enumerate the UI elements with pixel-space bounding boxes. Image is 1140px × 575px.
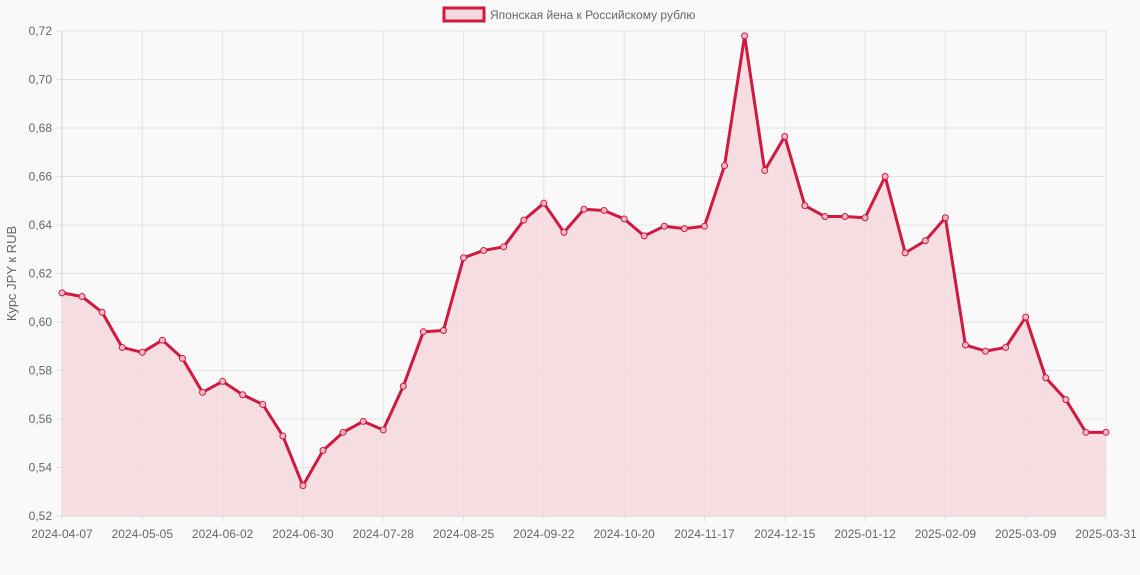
x-tick-label: 2025-01-12 bbox=[834, 527, 896, 541]
data-point[interactable] bbox=[680, 225, 688, 233]
data-point[interactable] bbox=[861, 214, 869, 222]
x-tick-label: 2024-05-05 bbox=[112, 527, 174, 541]
x-tick-label: 2024-11-17 bbox=[674, 527, 735, 541]
data-point[interactable] bbox=[118, 343, 126, 351]
data-point[interactable] bbox=[500, 243, 508, 251]
y-tick-label: 0,56 bbox=[29, 412, 53, 426]
y-tick-label: 0,66 bbox=[29, 170, 53, 184]
y-tick-label: 0,58 bbox=[29, 364, 53, 378]
data-point[interactable] bbox=[1062, 396, 1070, 404]
x-tick-label: 2024-07-28 bbox=[353, 527, 415, 541]
data-point[interactable] bbox=[78, 293, 86, 301]
x-tick-label: 2024-09-22 bbox=[513, 527, 575, 541]
data-point[interactable] bbox=[460, 254, 468, 262]
data-point[interactable] bbox=[299, 482, 307, 490]
legend[interactable]: Японская йена к Российскому рублю bbox=[442, 6, 695, 23]
data-point[interactable] bbox=[600, 206, 608, 214]
data-point[interactable] bbox=[259, 400, 267, 408]
data-point[interactable] bbox=[560, 228, 568, 236]
data-point[interactable] bbox=[901, 249, 909, 257]
x-tick-label: 2024-06-02 bbox=[192, 527, 254, 541]
data-point[interactable] bbox=[158, 336, 166, 344]
data-point[interactable] bbox=[1102, 428, 1110, 436]
data-points bbox=[58, 32, 1110, 490]
y-axis-ticks: 0,52 0,54 0,56 0,58 0,60 0,62 0,64 0,66 0,68 0,70… bbox=[29, 24, 53, 523]
data-point[interactable] bbox=[741, 32, 749, 40]
series-area bbox=[62, 35, 1106, 516]
x-tick-label: 2024-04-07 bbox=[31, 527, 93, 541]
data-point[interactable] bbox=[721, 162, 729, 170]
data-point[interactable] bbox=[58, 289, 66, 297]
data-point[interactable] bbox=[801, 202, 809, 210]
data-point[interactable] bbox=[1002, 343, 1010, 351]
x-tick-label: 2024-10-20 bbox=[593, 527, 655, 541]
data-point[interactable] bbox=[480, 246, 488, 254]
data-point[interactable] bbox=[580, 205, 588, 213]
data-point[interactable] bbox=[439, 326, 447, 334]
y-tick-label: 0,68 bbox=[29, 121, 53, 135]
data-point[interactable] bbox=[359, 417, 367, 425]
data-point[interactable] bbox=[941, 214, 949, 222]
data-point[interactable] bbox=[1042, 374, 1050, 382]
legend-swatch[interactable] bbox=[442, 6, 486, 23]
data-point[interactable] bbox=[841, 213, 849, 221]
data-point[interactable] bbox=[339, 428, 347, 436]
data-point[interactable] bbox=[620, 215, 628, 223]
data-point[interactable] bbox=[219, 377, 227, 385]
data-point[interactable] bbox=[660, 222, 668, 230]
data-point[interactable] bbox=[138, 348, 146, 356]
data-point[interactable] bbox=[982, 347, 990, 355]
data-point[interactable] bbox=[419, 328, 427, 336]
x-tick-label: 2025-03-31 bbox=[1075, 527, 1137, 541]
data-point[interactable] bbox=[319, 447, 327, 455]
x-tick-label: 2025-03-09 bbox=[995, 527, 1057, 541]
y-tick-label: 0,72 bbox=[29, 24, 53, 38]
x-axis-ticks: 2024-04-07 2024-05-05 2024-06-02 2024-06-30… bbox=[31, 527, 1137, 541]
data-point[interactable] bbox=[98, 308, 106, 316]
x-tick-label: 2024-06-30 bbox=[272, 527, 334, 541]
data-point[interactable] bbox=[881, 173, 889, 180]
y-tick-label: 0,70 bbox=[29, 73, 53, 87]
y-tick-label: 0,60 bbox=[29, 315, 53, 329]
data-point[interactable] bbox=[520, 216, 528, 224]
data-point[interactable] bbox=[540, 199, 548, 207]
data-point[interactable] bbox=[239, 391, 247, 399]
y-tick-label: 0,64 bbox=[29, 218, 53, 232]
y-tick-label: 0,62 bbox=[29, 267, 53, 281]
data-point[interactable] bbox=[178, 354, 186, 362]
y-axis-label: Курс JPY к RUB bbox=[4, 226, 19, 321]
x-tick-label: 2024-08-25 bbox=[433, 527, 495, 541]
legend-label[interactable]: Японская йена к Российскому рублю bbox=[490, 8, 695, 22]
data-point[interactable] bbox=[199, 388, 207, 396]
data-point[interactable] bbox=[279, 432, 287, 440]
x-tick-label: 2024-12-15 bbox=[754, 527, 816, 541]
data-point[interactable] bbox=[781, 132, 789, 140]
data-point[interactable] bbox=[700, 222, 708, 230]
data-point[interactable] bbox=[921, 237, 929, 245]
x-tick-label: 2025-02-09 bbox=[915, 527, 977, 541]
y-tick-label: 0,52 bbox=[29, 509, 53, 523]
data-point[interactable] bbox=[961, 341, 969, 349]
data-point[interactable] bbox=[821, 213, 829, 221]
y-tick-label: 0,54 bbox=[29, 461, 53, 475]
data-point[interactable] bbox=[399, 382, 407, 390]
data-point[interactable] bbox=[1022, 313, 1030, 321]
data-point[interactable] bbox=[640, 232, 648, 240]
data-point[interactable] bbox=[1082, 428, 1090, 436]
data-point[interactable] bbox=[761, 166, 769, 174]
data-point[interactable] bbox=[379, 426, 387, 434]
